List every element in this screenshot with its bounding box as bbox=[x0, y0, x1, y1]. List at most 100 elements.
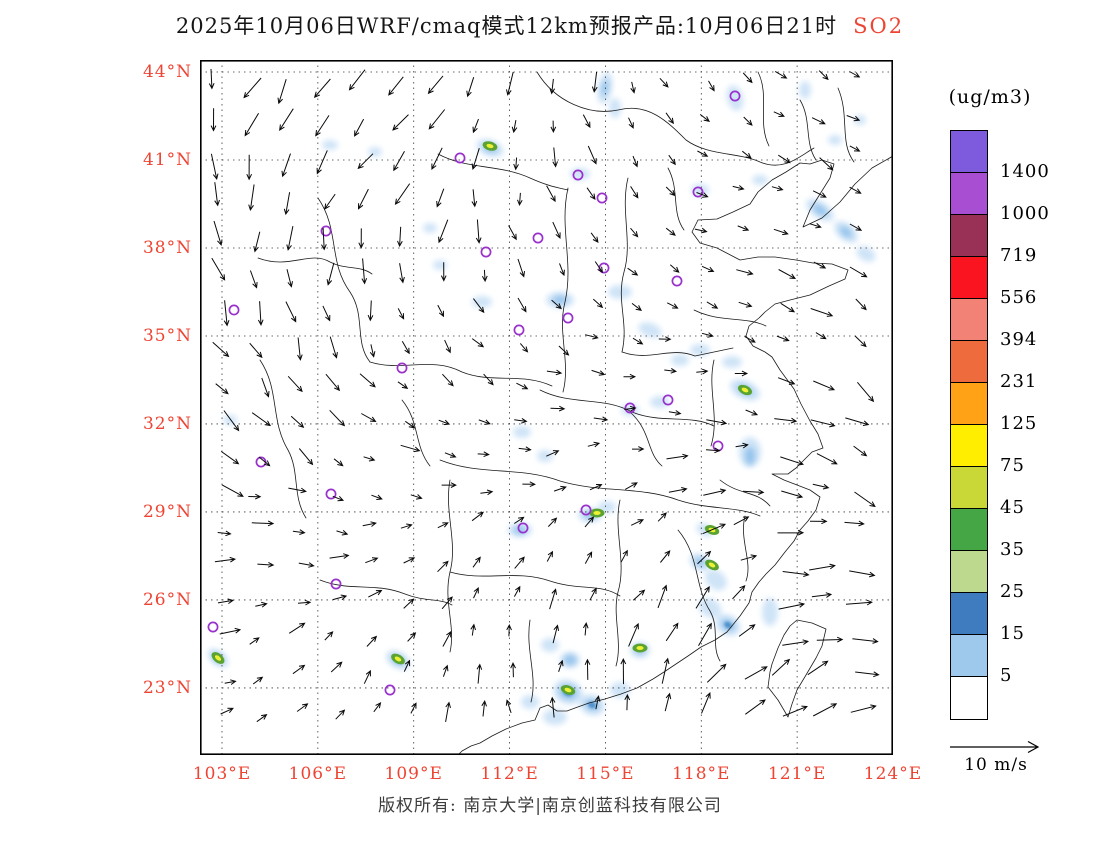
wind-arrow bbox=[743, 116, 753, 126]
province-boundary bbox=[447, 479, 453, 653]
wind-arrow bbox=[219, 627, 242, 635]
wind-arrow bbox=[549, 78, 556, 95]
wind-arrow bbox=[481, 269, 488, 283]
wind-arrow bbox=[550, 405, 566, 412]
province-boundary bbox=[799, 99, 817, 161]
wind-arrow bbox=[506, 623, 512, 637]
wind-arrow bbox=[658, 336, 672, 342]
colorbar-cell bbox=[951, 509, 987, 551]
wind-arrow bbox=[741, 150, 752, 159]
so2-patch bbox=[472, 296, 492, 308]
wind-arrow bbox=[844, 520, 865, 527]
wind-arrow bbox=[249, 270, 258, 289]
wind-arrow bbox=[546, 550, 554, 562]
wind-arrow bbox=[431, 147, 443, 171]
wind-arrow bbox=[857, 381, 875, 403]
wind-arrow bbox=[517, 192, 523, 207]
wind-arrow bbox=[733, 516, 750, 526]
wind-arrow bbox=[243, 77, 262, 99]
wind-arrow bbox=[587, 441, 601, 448]
city-marker bbox=[729, 90, 741, 102]
wind-arrow bbox=[782, 705, 808, 717]
city-marker bbox=[454, 152, 466, 164]
wind-arrow bbox=[400, 444, 421, 453]
wind-arrow bbox=[553, 485, 567, 492]
wind-arrow bbox=[251, 520, 275, 527]
wind-arrow bbox=[706, 663, 727, 683]
province-boundary bbox=[677, 529, 721, 662]
forecast-map-canvas bbox=[200, 60, 893, 755]
wind-arrow bbox=[659, 77, 669, 88]
city-marker bbox=[320, 225, 332, 237]
so2-patch bbox=[513, 426, 531, 438]
so2-patch bbox=[813, 204, 827, 216]
city-marker bbox=[207, 621, 219, 633]
province-boundary bbox=[439, 459, 761, 517]
so2-patch bbox=[671, 354, 689, 366]
wind-arrow bbox=[845, 417, 870, 426]
province-boundary bbox=[629, 411, 663, 467]
wind-arrow bbox=[812, 703, 838, 717]
wind-arrow bbox=[660, 550, 671, 563]
so2-patch bbox=[564, 655, 576, 665]
wind-arrow bbox=[256, 714, 268, 723]
title-text: 2025年10月06日WRF/cmaq模式12km预报产品:10月06日21时 bbox=[175, 14, 838, 38]
province-boundary bbox=[710, 359, 715, 447]
wind-arrow bbox=[546, 369, 563, 376]
colorbar-tick-label: 25 bbox=[1000, 581, 1025, 602]
wind-arrow bbox=[668, 410, 682, 416]
colorbar bbox=[950, 130, 988, 720]
wind-arrow bbox=[257, 301, 264, 326]
wind-arrow bbox=[696, 192, 709, 198]
colorbar-tick-label: 1000 bbox=[1000, 203, 1050, 224]
wind-arrow bbox=[586, 187, 596, 201]
so2-patch bbox=[799, 81, 811, 99]
wind-arrow bbox=[298, 562, 315, 568]
province-boundary bbox=[837, 87, 855, 163]
wind-arrow bbox=[736, 269, 754, 276]
so2-hotspot-core bbox=[486, 143, 494, 149]
wind-arrow bbox=[329, 336, 338, 359]
wind-arrow bbox=[855, 298, 867, 311]
wind-arrow bbox=[514, 516, 525, 524]
so2-patch bbox=[588, 701, 596, 709]
lon-tick-label: 118°E bbox=[672, 764, 731, 784]
wind-arrow bbox=[591, 369, 606, 376]
wind-arrow bbox=[584, 658, 591, 680]
province-boundary bbox=[667, 167, 685, 231]
wind-arrow bbox=[326, 262, 335, 286]
colorbar-tick-label: 394 bbox=[1000, 329, 1038, 350]
wind-reference-label: 10 m/s bbox=[964, 755, 1028, 775]
wind-arrow bbox=[517, 297, 527, 313]
lat-tick-label: 23°N bbox=[142, 677, 192, 698]
wind-arrow bbox=[519, 343, 529, 353]
wind-arrow bbox=[514, 417, 528, 424]
wind-arrow bbox=[223, 410, 240, 432]
wind-arrow bbox=[397, 381, 409, 389]
so2-patch bbox=[840, 226, 852, 238]
wind-arrow bbox=[330, 661, 343, 673]
colorbar-cell bbox=[951, 593, 987, 635]
wind-arrow bbox=[850, 704, 877, 713]
wind-arrow bbox=[732, 185, 745, 191]
province-boundary bbox=[536, 71, 815, 166]
wind-arrow bbox=[816, 453, 838, 465]
wind-arrow bbox=[221, 484, 244, 497]
wind-arrow bbox=[480, 489, 494, 496]
city-marker bbox=[562, 312, 574, 324]
wind-arrow bbox=[472, 556, 481, 568]
wind-arrow bbox=[546, 450, 560, 457]
so2-patch bbox=[698, 598, 722, 618]
province-boundary bbox=[562, 187, 569, 393]
wind-arrow bbox=[292, 529, 306, 535]
wind-arrow bbox=[324, 193, 336, 210]
wind-arrow bbox=[255, 601, 268, 608]
wind-arrow bbox=[442, 373, 454, 387]
copyright-text: 版权所有: 南京大学|南京创蓝科技有限公司 bbox=[378, 796, 722, 816]
lat-tick-label: 32°N bbox=[142, 413, 192, 434]
wind-arrow bbox=[594, 695, 601, 710]
wind-arrow bbox=[298, 448, 314, 466]
wind-arrow bbox=[217, 598, 235, 605]
wind-arrow bbox=[359, 373, 376, 388]
wind-arrow bbox=[286, 226, 294, 251]
